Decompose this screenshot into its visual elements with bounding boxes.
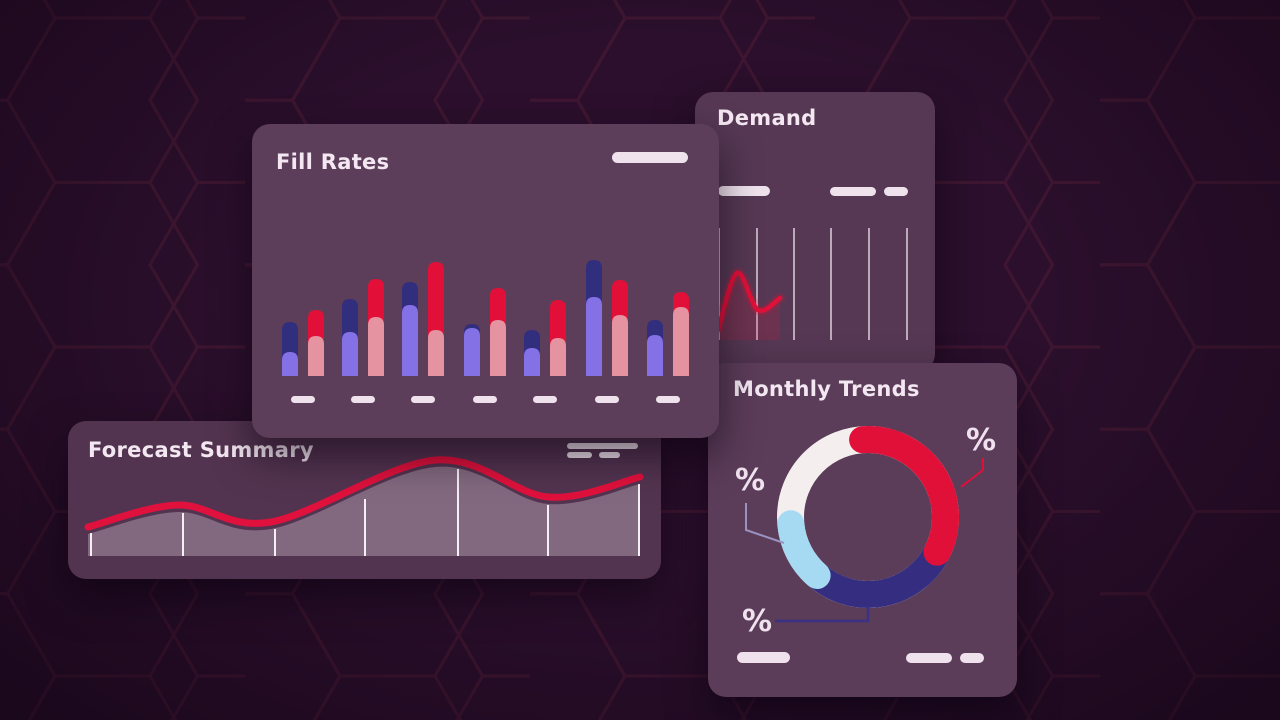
bar-violet — [647, 335, 663, 376]
bar-violet — [282, 352, 298, 376]
demand-line-chart — [713, 228, 908, 340]
donut-segment-light-blue — [777, 510, 831, 589]
percent-label-left: % — [735, 463, 766, 498]
bar-pink — [673, 307, 689, 376]
forecast-area-chart — [84, 456, 644, 556]
donut-segment-red — [849, 426, 959, 566]
axis-tick-pill — [473, 396, 497, 403]
bar-violet — [402, 305, 418, 376]
bar-violet — [524, 348, 540, 376]
monthly-trends-donut-chart — [745, 426, 984, 623]
bar-pink — [368, 317, 384, 376]
text-placeholder-pill — [906, 653, 952, 663]
bar-pink — [428, 330, 444, 376]
text-placeholder-pill — [960, 653, 984, 663]
leader-navy — [775, 607, 870, 623]
donut-segment-navy — [803, 538, 951, 608]
axis-tick-pill — [533, 396, 557, 403]
axis-tick-pill — [656, 396, 680, 403]
percent-label-right: % — [966, 423, 997, 458]
bar-pink — [612, 315, 628, 376]
leader-red — [960, 458, 984, 488]
bar-pink — [490, 320, 506, 376]
bar-violet — [464, 328, 480, 376]
demand-card: Demand — [695, 92, 935, 372]
axis-tick-pill — [595, 396, 619, 403]
axis-tick-pill — [291, 396, 315, 403]
fill-rates-card: Fill Rates — [252, 124, 719, 438]
bar-pink — [550, 338, 566, 376]
fill-rates-bar-chart — [282, 260, 689, 403]
text-placeholder-pill — [737, 652, 790, 663]
bar-violet — [342, 332, 358, 376]
percent-label-bottom: % — [742, 604, 773, 639]
forecast-summary-card: Forecast Summary — [68, 421, 661, 579]
bar-violet — [586, 297, 602, 376]
axis-tick-pill — [411, 396, 435, 403]
bar-pink — [308, 336, 324, 376]
axis-tick-pill — [351, 396, 375, 403]
monthly-trends-card: Monthly Trends % % % — [708, 363, 1017, 697]
